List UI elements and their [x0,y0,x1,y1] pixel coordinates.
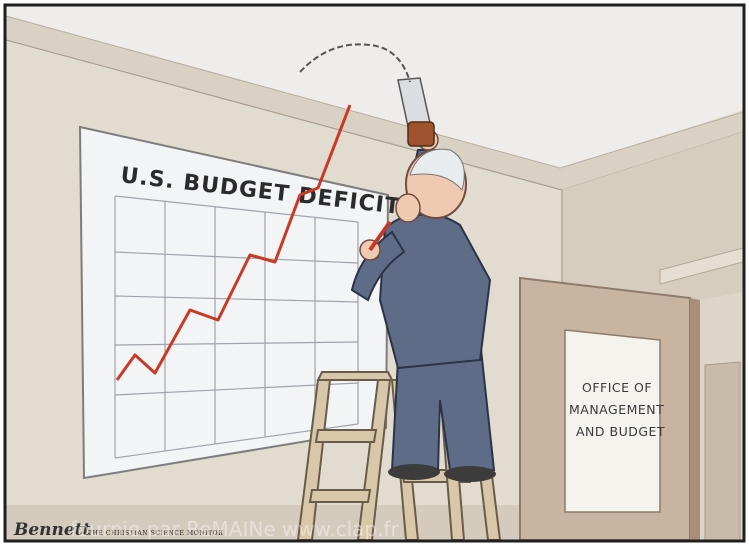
office-door: OFFICE OF MANAGEMENT AND BUDGET [519,276,743,541]
official-figure [299,43,496,482]
chart-grid [114,195,359,459]
watermark: fournie par ReMAINe www.clap.fr [70,517,400,541]
cartoon-frame [3,3,746,543]
pencil [368,220,392,252]
chart-board [78,125,390,480]
door-sign-line-2: MANAGEMENT [569,402,664,417]
door-sign-line-1: OFFICE OF [582,380,652,395]
budget-deficit-chart: U.S. BUDGET DEFICIT [78,104,402,480]
hand-saw [397,77,435,147]
publication-credit: THE CHRISTIAN SCIENCE MONITOR [88,530,223,537]
door-sign-panel [564,329,661,513]
ceiling-cut [299,43,411,83]
credits: Bennett THE CHRISTIAN SCIENCE MONITOR fo… [13,517,400,541]
door-sign-line-3: AND BUDGET [576,424,665,439]
artist-signature: Bennett [13,520,91,540]
deficit-trend-line [115,104,352,381]
